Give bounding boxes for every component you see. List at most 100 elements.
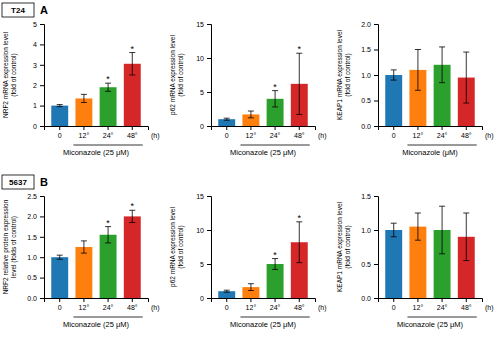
error-bar xyxy=(129,210,135,222)
x-axis-label: Miconazole (25 μM) xyxy=(63,320,130,329)
chart-svg: T24A012345012°24°48°**(h)Miconazole (25 … xyxy=(0,0,500,345)
error-bar xyxy=(224,290,230,292)
x-tick-label: 24° xyxy=(103,304,114,311)
error-bar xyxy=(248,111,254,118)
y-axis-label: NRF2 relative protein expressionlevel (f… xyxy=(2,199,18,294)
y-tick-label: 15 xyxy=(196,21,204,28)
cell-line-frame xyxy=(2,175,34,189)
y-tick-label: 1.5 xyxy=(361,193,371,200)
error-bar xyxy=(272,91,278,107)
subtitle: T24 xyxy=(11,6,25,15)
y-axis: 0.00.51.01.5 xyxy=(361,193,378,302)
y-tick-mark xyxy=(40,24,44,25)
x-tick-label: 0 xyxy=(58,132,62,139)
cell-line-box: T24 xyxy=(2,3,34,17)
y-tick: 1.0 xyxy=(361,227,378,234)
x-axis-line xyxy=(45,299,149,303)
y-tick-label: 1.0 xyxy=(361,72,371,79)
y-tick-mark xyxy=(374,24,378,25)
y-axis-label-line: (fold of control) xyxy=(344,225,352,268)
subplot: 0.00.51.01.52.0012°24°48°(h)Miconazole (… xyxy=(336,21,494,157)
x-tick: 24° xyxy=(437,298,448,311)
significance-star: * xyxy=(106,218,110,228)
x-tick-label: 24° xyxy=(270,132,281,139)
x-tick: 48° xyxy=(461,298,472,311)
marks xyxy=(218,53,307,126)
x-tick: 12° xyxy=(413,298,424,311)
y-axis-line xyxy=(40,25,45,127)
error-bar xyxy=(463,213,469,261)
x-tick: 12° xyxy=(246,298,257,311)
y-tick-mark xyxy=(40,126,44,127)
x-tick: 48° xyxy=(461,126,472,139)
x-axis: 012°24°48° xyxy=(379,298,483,311)
y-tick-label: 1.0 xyxy=(27,254,37,261)
x-unit: (h) xyxy=(318,304,327,312)
y-tick: 3 xyxy=(33,62,44,69)
x-tick: 48° xyxy=(127,126,138,139)
y-tick: 10 xyxy=(196,55,211,62)
y-tick-mark xyxy=(40,85,44,86)
bar xyxy=(124,216,141,298)
significance-star: * xyxy=(273,250,277,260)
y-axis-label-line: p62 mRNA expression level xyxy=(169,35,177,115)
y-axis-label: p62 mRNA expression level(fold of contro… xyxy=(169,35,185,115)
y-tick: 1.0 xyxy=(27,254,44,261)
x-tick-mark xyxy=(83,298,84,302)
y-tick: 0.0 xyxy=(361,123,378,130)
error-bar xyxy=(57,255,63,259)
x-tick-mark xyxy=(108,298,109,302)
y-tick-label: 2.0 xyxy=(361,21,371,28)
error-bar xyxy=(439,206,445,254)
x-unit: (h) xyxy=(151,304,160,312)
y-axis-label-line: level (folds of control) xyxy=(10,216,18,278)
x-tick: 48° xyxy=(127,298,138,311)
x-tick: 0 xyxy=(225,298,229,311)
y-axis-label: KEAP1 mRNA expression level(fold of cont… xyxy=(336,29,352,120)
error-bar xyxy=(296,53,302,114)
x-tick-mark xyxy=(275,126,276,130)
x-tick-mark xyxy=(466,298,467,302)
y-axis: 051015 xyxy=(196,193,211,302)
x-tick-label: 12° xyxy=(246,132,257,139)
x-tick-label: 0 xyxy=(58,304,62,311)
x-tick: 12° xyxy=(413,126,424,139)
x-axis-label: Miconazole (25 μM) xyxy=(63,148,130,157)
y-tick: 0.5 xyxy=(27,274,44,281)
treatment-bracket xyxy=(407,317,476,318)
y-axis-label: NRF2 mRNA expression level(fold of contr… xyxy=(2,31,18,118)
bar xyxy=(100,235,117,298)
x-tick: 48° xyxy=(294,126,305,139)
x-tick-mark xyxy=(108,126,109,130)
error-bar xyxy=(439,47,445,83)
x-axis-line xyxy=(379,299,483,303)
y-tick-mark xyxy=(207,264,211,265)
y-tick: 2.0 xyxy=(27,213,44,220)
x-tick: 0 xyxy=(225,126,229,139)
cell-line-box: 5637 xyxy=(2,175,34,189)
y-tick-label: 5 xyxy=(200,89,204,96)
significance-star: * xyxy=(131,44,135,54)
x-tick-label: 12° xyxy=(79,132,90,139)
y-tick-label: 2 xyxy=(33,82,37,89)
marks xyxy=(385,47,474,126)
error-bar xyxy=(391,70,397,80)
subplot: 051015012°24°48°**(h)Miconazole (25 μM)p… xyxy=(169,21,327,157)
y-tick: 5 xyxy=(33,21,44,28)
y-tick-mark xyxy=(374,298,378,299)
y-axis-line xyxy=(374,197,379,299)
y-tick-mark xyxy=(40,196,44,197)
subplot: 0.00.51.01.5012°24°48°(h)Miconazole (25 … xyxy=(336,193,494,329)
y-tick-mark xyxy=(207,230,211,231)
x-tick: 12° xyxy=(79,126,90,139)
error-bar xyxy=(105,227,111,243)
y-tick: 1.0 xyxy=(361,72,378,79)
y-axis-line xyxy=(40,197,45,299)
error-bar xyxy=(296,222,302,263)
x-axis-label: Miconazole (25 μM) xyxy=(230,148,297,157)
error-bar xyxy=(81,241,87,253)
bar xyxy=(75,247,92,298)
error-bar xyxy=(391,223,397,237)
marks xyxy=(51,53,140,126)
x-tick-mark xyxy=(250,298,251,302)
